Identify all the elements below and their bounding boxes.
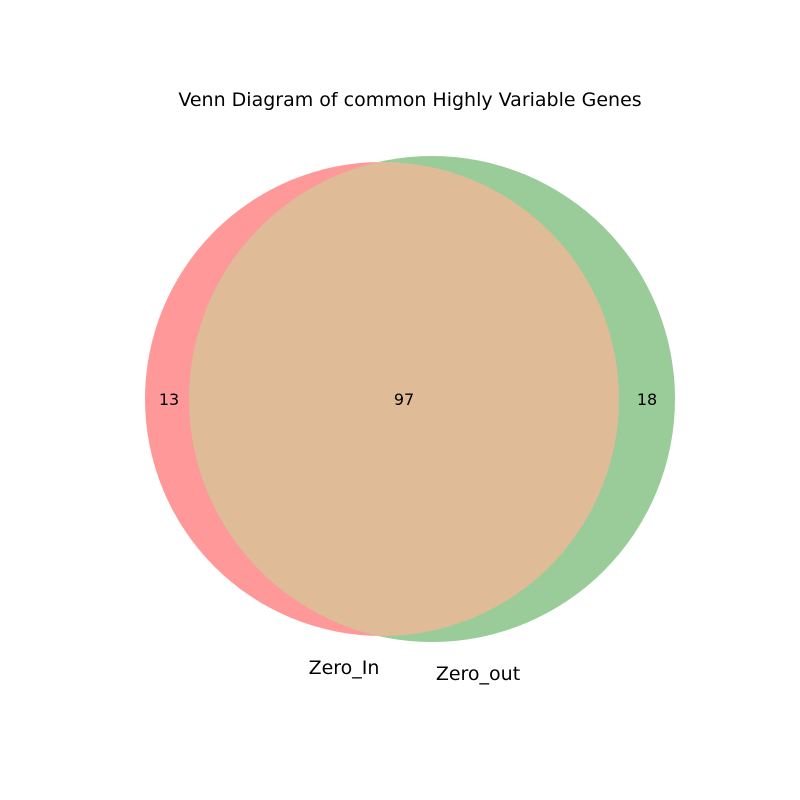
set-label-zero-in: Zero_In (309, 657, 380, 679)
chart-title: Venn Diagram of common Highly Variable G… (178, 89, 641, 111)
count-zero-out-only: 18 (637, 390, 657, 409)
count-zero-in-only: 13 (159, 390, 179, 409)
count-intersection: 97 (394, 390, 414, 409)
set-label-zero-out: Zero_out (436, 663, 520, 685)
venn-overlap-region (189, 162, 619, 636)
